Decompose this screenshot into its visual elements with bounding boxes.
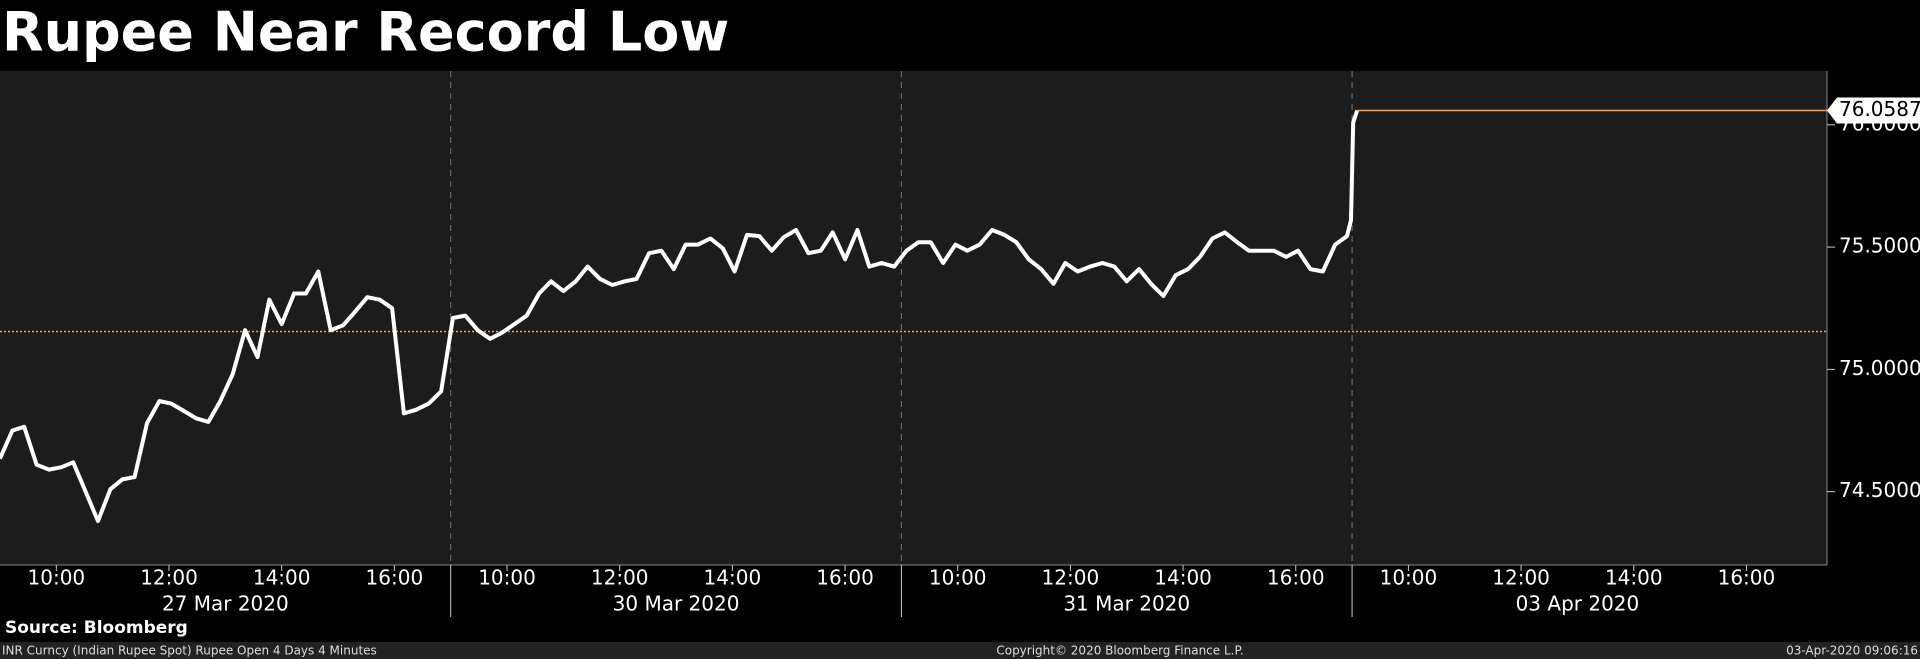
day-label: 30 Mar 2020 bbox=[613, 592, 740, 616]
y-tick-label: 74.5000 bbox=[1839, 478, 1920, 502]
day-label: 03 Apr 2020 bbox=[1516, 592, 1640, 616]
footer-left: INR Curncy (Indian Rupee Spot) Rupee Ope… bbox=[2, 644, 377, 658]
x-tick-label: 14:00 bbox=[1154, 566, 1212, 590]
y-tick-label: 75.5000 bbox=[1839, 234, 1920, 258]
x-tick-label: 14:00 bbox=[253, 566, 311, 590]
x-tick-label: 10:00 bbox=[478, 566, 536, 590]
last-value-label: 76.0587 bbox=[1839, 97, 1920, 121]
footer-center: Copyright© 2020 Bloomberg Finance L.P. bbox=[996, 644, 1243, 658]
plot-area bbox=[0, 71, 1827, 565]
x-tick-label: 16:00 bbox=[1718, 566, 1776, 590]
x-tick-label: 10:00 bbox=[1380, 566, 1438, 590]
footer-right: 03-Apr-2020 09:06:16 bbox=[1786, 644, 1918, 658]
x-tick-label: 16:00 bbox=[1267, 566, 1325, 590]
x-tick-label: 14:00 bbox=[1605, 566, 1663, 590]
x-tick-label: 14:00 bbox=[704, 566, 762, 590]
x-tick-label: 16:00 bbox=[816, 566, 874, 590]
x-tick-label: 12:00 bbox=[1042, 566, 1100, 590]
day-label: 27 Mar 2020 bbox=[162, 592, 289, 616]
day-label: 31 Mar 2020 bbox=[1063, 592, 1190, 616]
x-tick-label: 12:00 bbox=[591, 566, 649, 590]
price-line bbox=[0, 109, 1360, 523]
last-value-box bbox=[1827, 97, 1920, 124]
y-tick-label: 75.0000 bbox=[1839, 356, 1920, 380]
footer-bar bbox=[0, 642, 1920, 659]
x-tick-label: 10:00 bbox=[929, 566, 987, 590]
chart-title: Rupee Near Record Low bbox=[2, 1, 729, 64]
x-tick-label: 10:00 bbox=[28, 566, 86, 590]
x-tick-label: 12:00 bbox=[140, 566, 198, 590]
x-tick-label: 12:00 bbox=[1492, 566, 1550, 590]
source: Source: Bloomberg bbox=[5, 618, 188, 638]
x-tick-label: 16:00 bbox=[366, 566, 424, 590]
